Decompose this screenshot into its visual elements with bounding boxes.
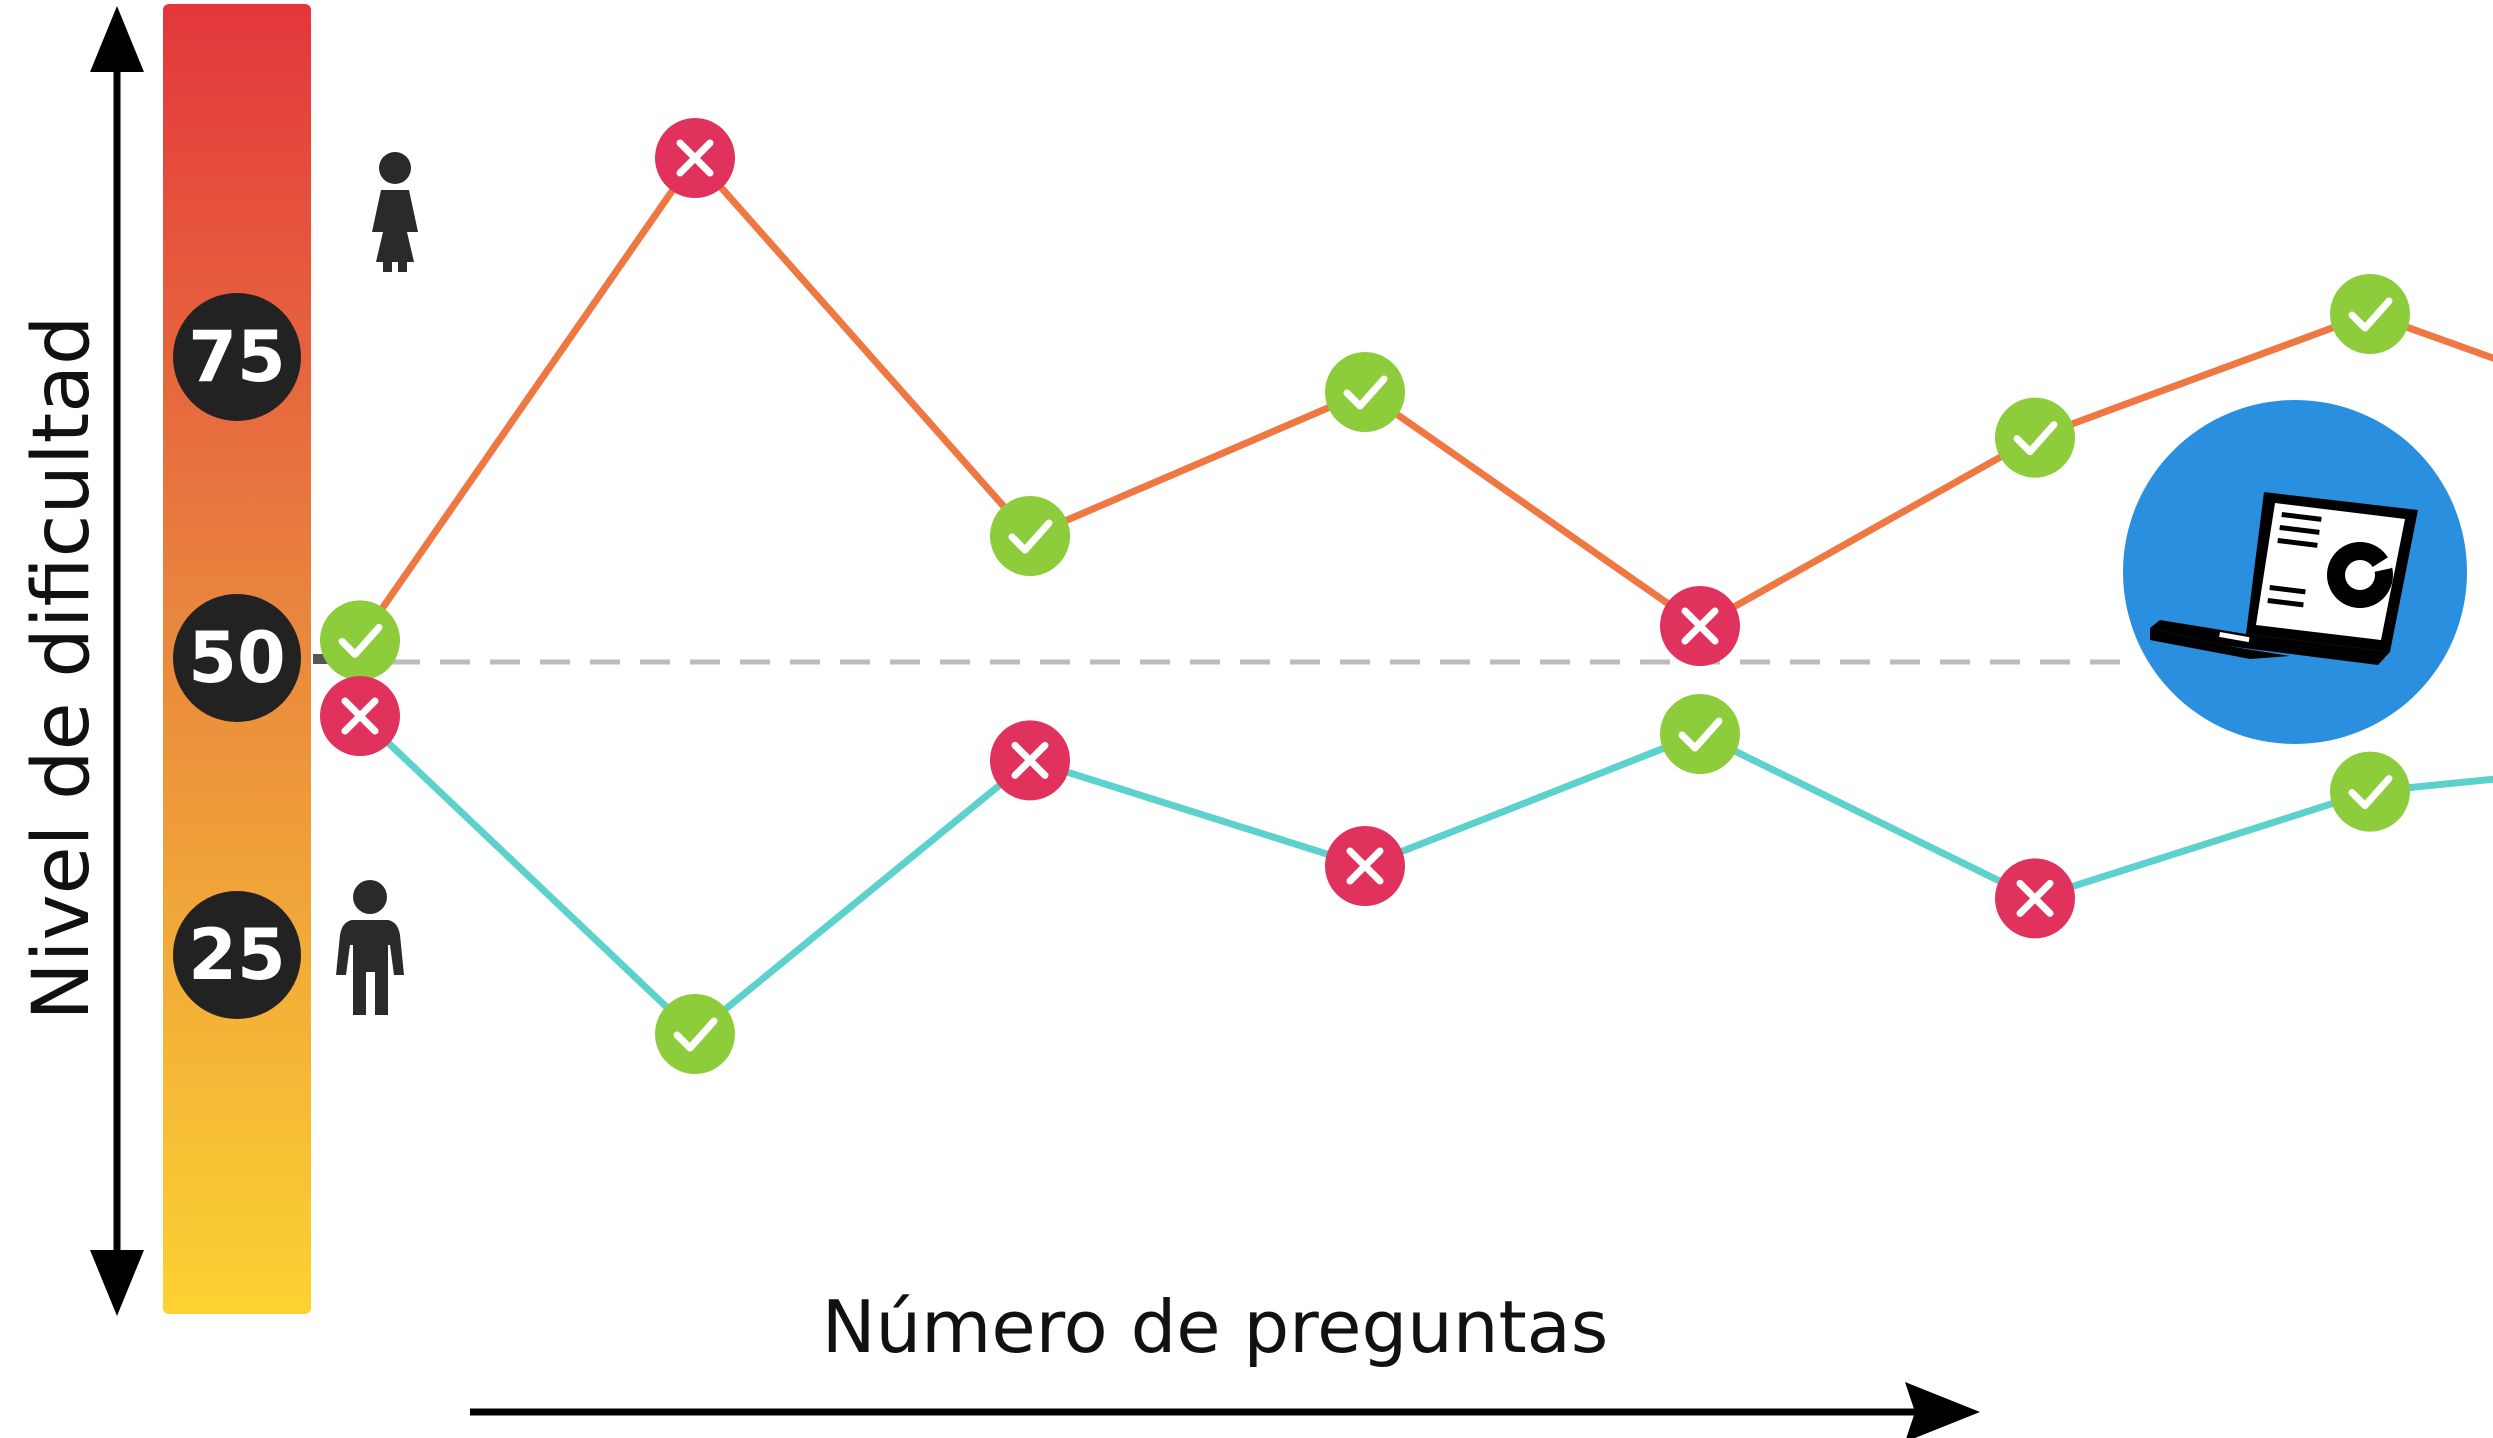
man-icon bbox=[336, 880, 404, 1015]
check-icon bbox=[1008, 519, 1053, 554]
check-icon bbox=[1343, 375, 1388, 410]
check-marker-s1-p3 bbox=[990, 496, 1070, 576]
laptop-icon bbox=[2150, 492, 2418, 665]
close-icon bbox=[1681, 607, 1719, 645]
level-badge-50: 50 bbox=[173, 594, 301, 722]
check-icon bbox=[2348, 775, 2393, 810]
cross-marker-s1-p2 bbox=[655, 118, 735, 198]
cross-marker-s2-p4 bbox=[1325, 826, 1405, 906]
y-axis-label: Nivel de dificultad bbox=[17, 315, 107, 1020]
woman-icon bbox=[372, 152, 418, 272]
level-50-tick bbox=[313, 654, 331, 664]
level-badge-25: 25 bbox=[173, 891, 301, 1019]
cross-marker-s2-p1 bbox=[320, 676, 400, 756]
level-50-label: 50 bbox=[188, 617, 285, 699]
cross-marker-s1-p5 bbox=[1660, 586, 1740, 666]
check-icon bbox=[2348, 297, 2393, 332]
x-axis-label: Número de preguntas bbox=[822, 1285, 1609, 1369]
level-badge-75: 75 bbox=[173, 293, 301, 421]
cross-marker-s2-p3 bbox=[990, 720, 1070, 801]
level-75-label: 75 bbox=[188, 316, 285, 398]
check-icon bbox=[338, 623, 383, 658]
close-icon bbox=[2016, 879, 2054, 917]
check-marker-s1-p6 bbox=[1995, 397, 2075, 478]
series-line-2 bbox=[357, 713, 2493, 1038]
check-marker-s1-p1 bbox=[320, 600, 400, 681]
close-icon bbox=[676, 139, 714, 177]
close-icon bbox=[1346, 847, 1384, 885]
close-icon bbox=[341, 697, 379, 735]
check-marker-s1-p4 bbox=[1325, 352, 1405, 432]
check-icon bbox=[2013, 421, 2058, 456]
x-axis-arrow bbox=[470, 1382, 1980, 1438]
y-axis-arrow bbox=[90, 6, 144, 1316]
check-marker-s1-p7 bbox=[2330, 274, 2410, 354]
check-icon bbox=[1678, 717, 1723, 752]
cross-marker-s2-p6 bbox=[1995, 858, 2075, 939]
laptop-badge bbox=[2123, 400, 2467, 744]
close-icon bbox=[1011, 741, 1049, 779]
check-icon bbox=[673, 1017, 718, 1052]
check-marker-s2-p2 bbox=[655, 994, 735, 1074]
check-marker-s2-p5 bbox=[1660, 694, 1740, 774]
series-layer bbox=[320, 118, 2493, 1074]
check-marker-s2-p7 bbox=[2330, 751, 2410, 832]
level-25-label: 25 bbox=[188, 914, 285, 996]
